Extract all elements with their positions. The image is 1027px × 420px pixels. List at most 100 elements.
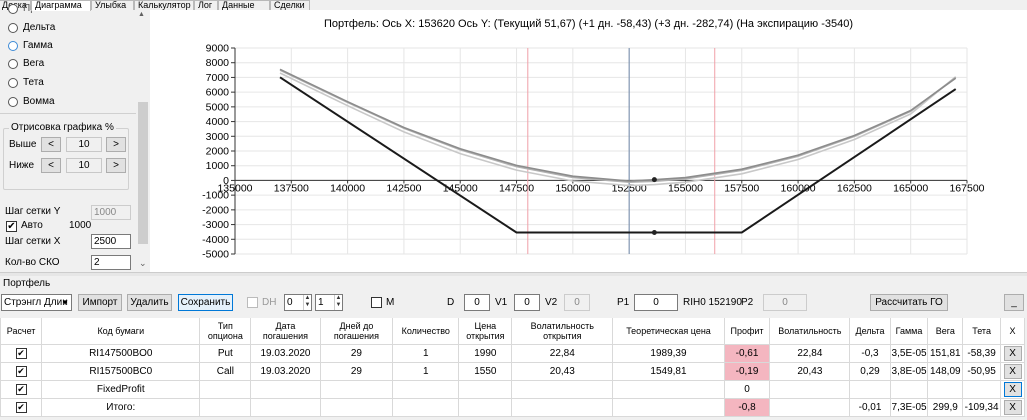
table-cell[interactable]: ✔	[0, 379, 43, 399]
table-cell[interactable]: X	[1000, 343, 1025, 363]
table-cell[interactable]	[250, 379, 321, 399]
below-increase-button[interactable]: >	[106, 158, 126, 173]
table-cell[interactable]	[392, 397, 460, 417]
table-cell[interactable]	[458, 379, 513, 399]
table-cell[interactable]: 22,84	[769, 343, 851, 363]
remove-row-button[interactable]: X	[1003, 399, 1022, 415]
col-header[interactable]: Профит	[723, 318, 771, 345]
remove-row-button[interactable]: X	[1003, 345, 1022, 361]
dh-checkbox[interactable]	[247, 297, 258, 308]
table-cell[interactable]: -0,01	[849, 397, 891, 417]
table-cell[interactable]: 1990	[458, 343, 513, 363]
radio-vega[interactable]: Вега	[8, 57, 128, 71]
table-cell[interactable]: 1	[392, 361, 460, 381]
spinner-2[interactable]: 1 ▲ ▼	[315, 294, 343, 311]
remove-row-button[interactable]: X	[1003, 363, 1022, 379]
table-cell[interactable]: Put	[199, 343, 252, 363]
scroll-up-icon[interactable]: ▲	[138, 11, 145, 18]
updown-icon[interactable]: ▲ ▼	[334, 295, 342, 310]
table-cell[interactable]: -0,8	[723, 397, 771, 417]
table-cell[interactable]: 29	[319, 361, 394, 381]
table-cell[interactable]: X	[1000, 361, 1025, 381]
col-header[interactable]: Расчет	[0, 318, 43, 345]
v2-input[interactable]: 0	[564, 294, 590, 311]
table-cell[interactable]: RI157500BC0	[41, 361, 201, 381]
table-cell[interactable]: 1989,39	[612, 343, 725, 363]
table-cell[interactable]	[612, 379, 725, 399]
tab-diagram[interactable]: Диаграмма	[31, 0, 91, 11]
m-checkbox[interactable]	[371, 297, 382, 308]
table-cell[interactable]	[319, 379, 394, 399]
p1-input[interactable]: 0	[634, 294, 678, 311]
tab-smile[interactable]: Улыбка	[91, 0, 134, 10]
table-cell[interactable]: -0,19	[723, 361, 771, 381]
table-cell[interactable]: 19.03.2020	[250, 343, 321, 363]
table-cell[interactable]	[392, 379, 460, 399]
table-cell[interactable]: RI147500BO0	[41, 343, 201, 363]
table-cell[interactable]: -58,39	[962, 343, 1002, 363]
col-header[interactable]: Дата погашения	[250, 318, 321, 345]
tab-calculator[interactable]: Калькулятор	[134, 0, 194, 10]
table-cell[interactable]	[769, 379, 851, 399]
table-cell[interactable]: 148,09	[927, 361, 964, 381]
table-cell[interactable]	[199, 379, 252, 399]
col-header[interactable]: Код бумаги	[41, 318, 201, 345]
table-row[interactable]: ✔ RI157500BC0 Call 19.03.2020 29 1 1550 20,43 15…	[0, 361, 1025, 381]
delete-button[interactable]: Удалить	[127, 294, 172, 311]
table-cell[interactable]: 3,8E-05	[889, 361, 929, 381]
splitter[interactable]	[0, 272, 1027, 276]
table-cell[interactable]	[769, 397, 851, 417]
tab-log[interactable]: Лог	[194, 0, 218, 10]
radio-vomma[interactable]: Вомма	[8, 95, 128, 109]
radio-gamma[interactable]: Гамма	[8, 39, 128, 53]
calc-checkbox[interactable]: ✔	[15, 383, 27, 395]
col-header[interactable]: Тип опциона	[199, 318, 252, 345]
table-cell[interactable]	[927, 379, 964, 399]
col-header[interactable]: Количество	[392, 318, 460, 345]
table-cell[interactable]: 7,3E-05	[889, 397, 929, 417]
table-cell[interactable]	[889, 379, 929, 399]
table-cell[interactable]: -50,95	[962, 361, 1002, 381]
auto-checkbox[interactable]: ✔	[6, 221, 17, 232]
left-panel-scrollbar[interactable]: ▲ ⌄	[136, 10, 150, 272]
table-cell[interactable]: 0	[723, 379, 771, 399]
above-increase-button[interactable]: >	[106, 137, 126, 152]
table-cell[interactable]	[612, 397, 725, 417]
calc-checkbox[interactable]: ✔	[15, 365, 27, 377]
table-cell[interactable]: 29	[319, 343, 394, 363]
col-header[interactable]: X	[1000, 318, 1025, 345]
table-cell[interactable]: X	[1000, 379, 1025, 399]
table-cell[interactable]	[511, 379, 614, 399]
table-cell[interactable]: ✔	[0, 343, 43, 363]
below-decrease-button[interactable]: <	[41, 158, 61, 173]
table-cell[interactable]: -0,61	[723, 343, 771, 363]
col-header[interactable]: Волатильность	[769, 318, 851, 345]
table-cell[interactable]: 1	[392, 343, 460, 363]
table-cell[interactable]: 20,43	[769, 361, 851, 381]
col-header[interactable]: Теоретическая цена	[612, 318, 725, 345]
col-header[interactable]: Гамма	[889, 318, 929, 345]
table-row[interactable]: ✔ RI147500BO0 Put 19.03.2020 29 1 1990 22,84 198…	[0, 343, 1025, 363]
tab-data[interactable]: Данные	[218, 0, 270, 10]
table-cell[interactable]	[458, 397, 513, 417]
payoff-chart[interactable]: Портфель: Ось X: 153620 Ось Y: (Текущий …	[150, 10, 1027, 272]
above-decrease-button[interactable]: <	[41, 137, 61, 152]
table-cell[interactable]	[250, 397, 321, 417]
table-cell[interactable]: 3,5E-05	[889, 343, 929, 363]
remove-row-button[interactable]: X	[1003, 381, 1022, 397]
table-cell[interactable]: -109,34	[962, 397, 1002, 417]
table-cell[interactable]	[849, 379, 891, 399]
spinner-1[interactable]: 0 ▲ ▼	[284, 294, 312, 311]
table-cell[interactable]: -0,3	[849, 343, 891, 363]
save-button[interactable]: Сохранить	[178, 294, 233, 311]
table-cell[interactable]: 0,29	[849, 361, 891, 381]
table-cell[interactable]: FixedProfit	[41, 379, 201, 399]
table-cell[interactable]: ✔	[0, 397, 43, 417]
col-header[interactable]: Вега	[927, 318, 964, 345]
v1-input[interactable]: 0	[514, 294, 540, 311]
table-cell[interactable]	[319, 397, 394, 417]
table-cell[interactable]: 151,81	[927, 343, 964, 363]
table-cell[interactable]: ✔	[0, 361, 43, 381]
radio-delta[interactable]: Дельта	[8, 21, 128, 35]
table-cell[interactable]: 1549,81	[612, 361, 725, 381]
